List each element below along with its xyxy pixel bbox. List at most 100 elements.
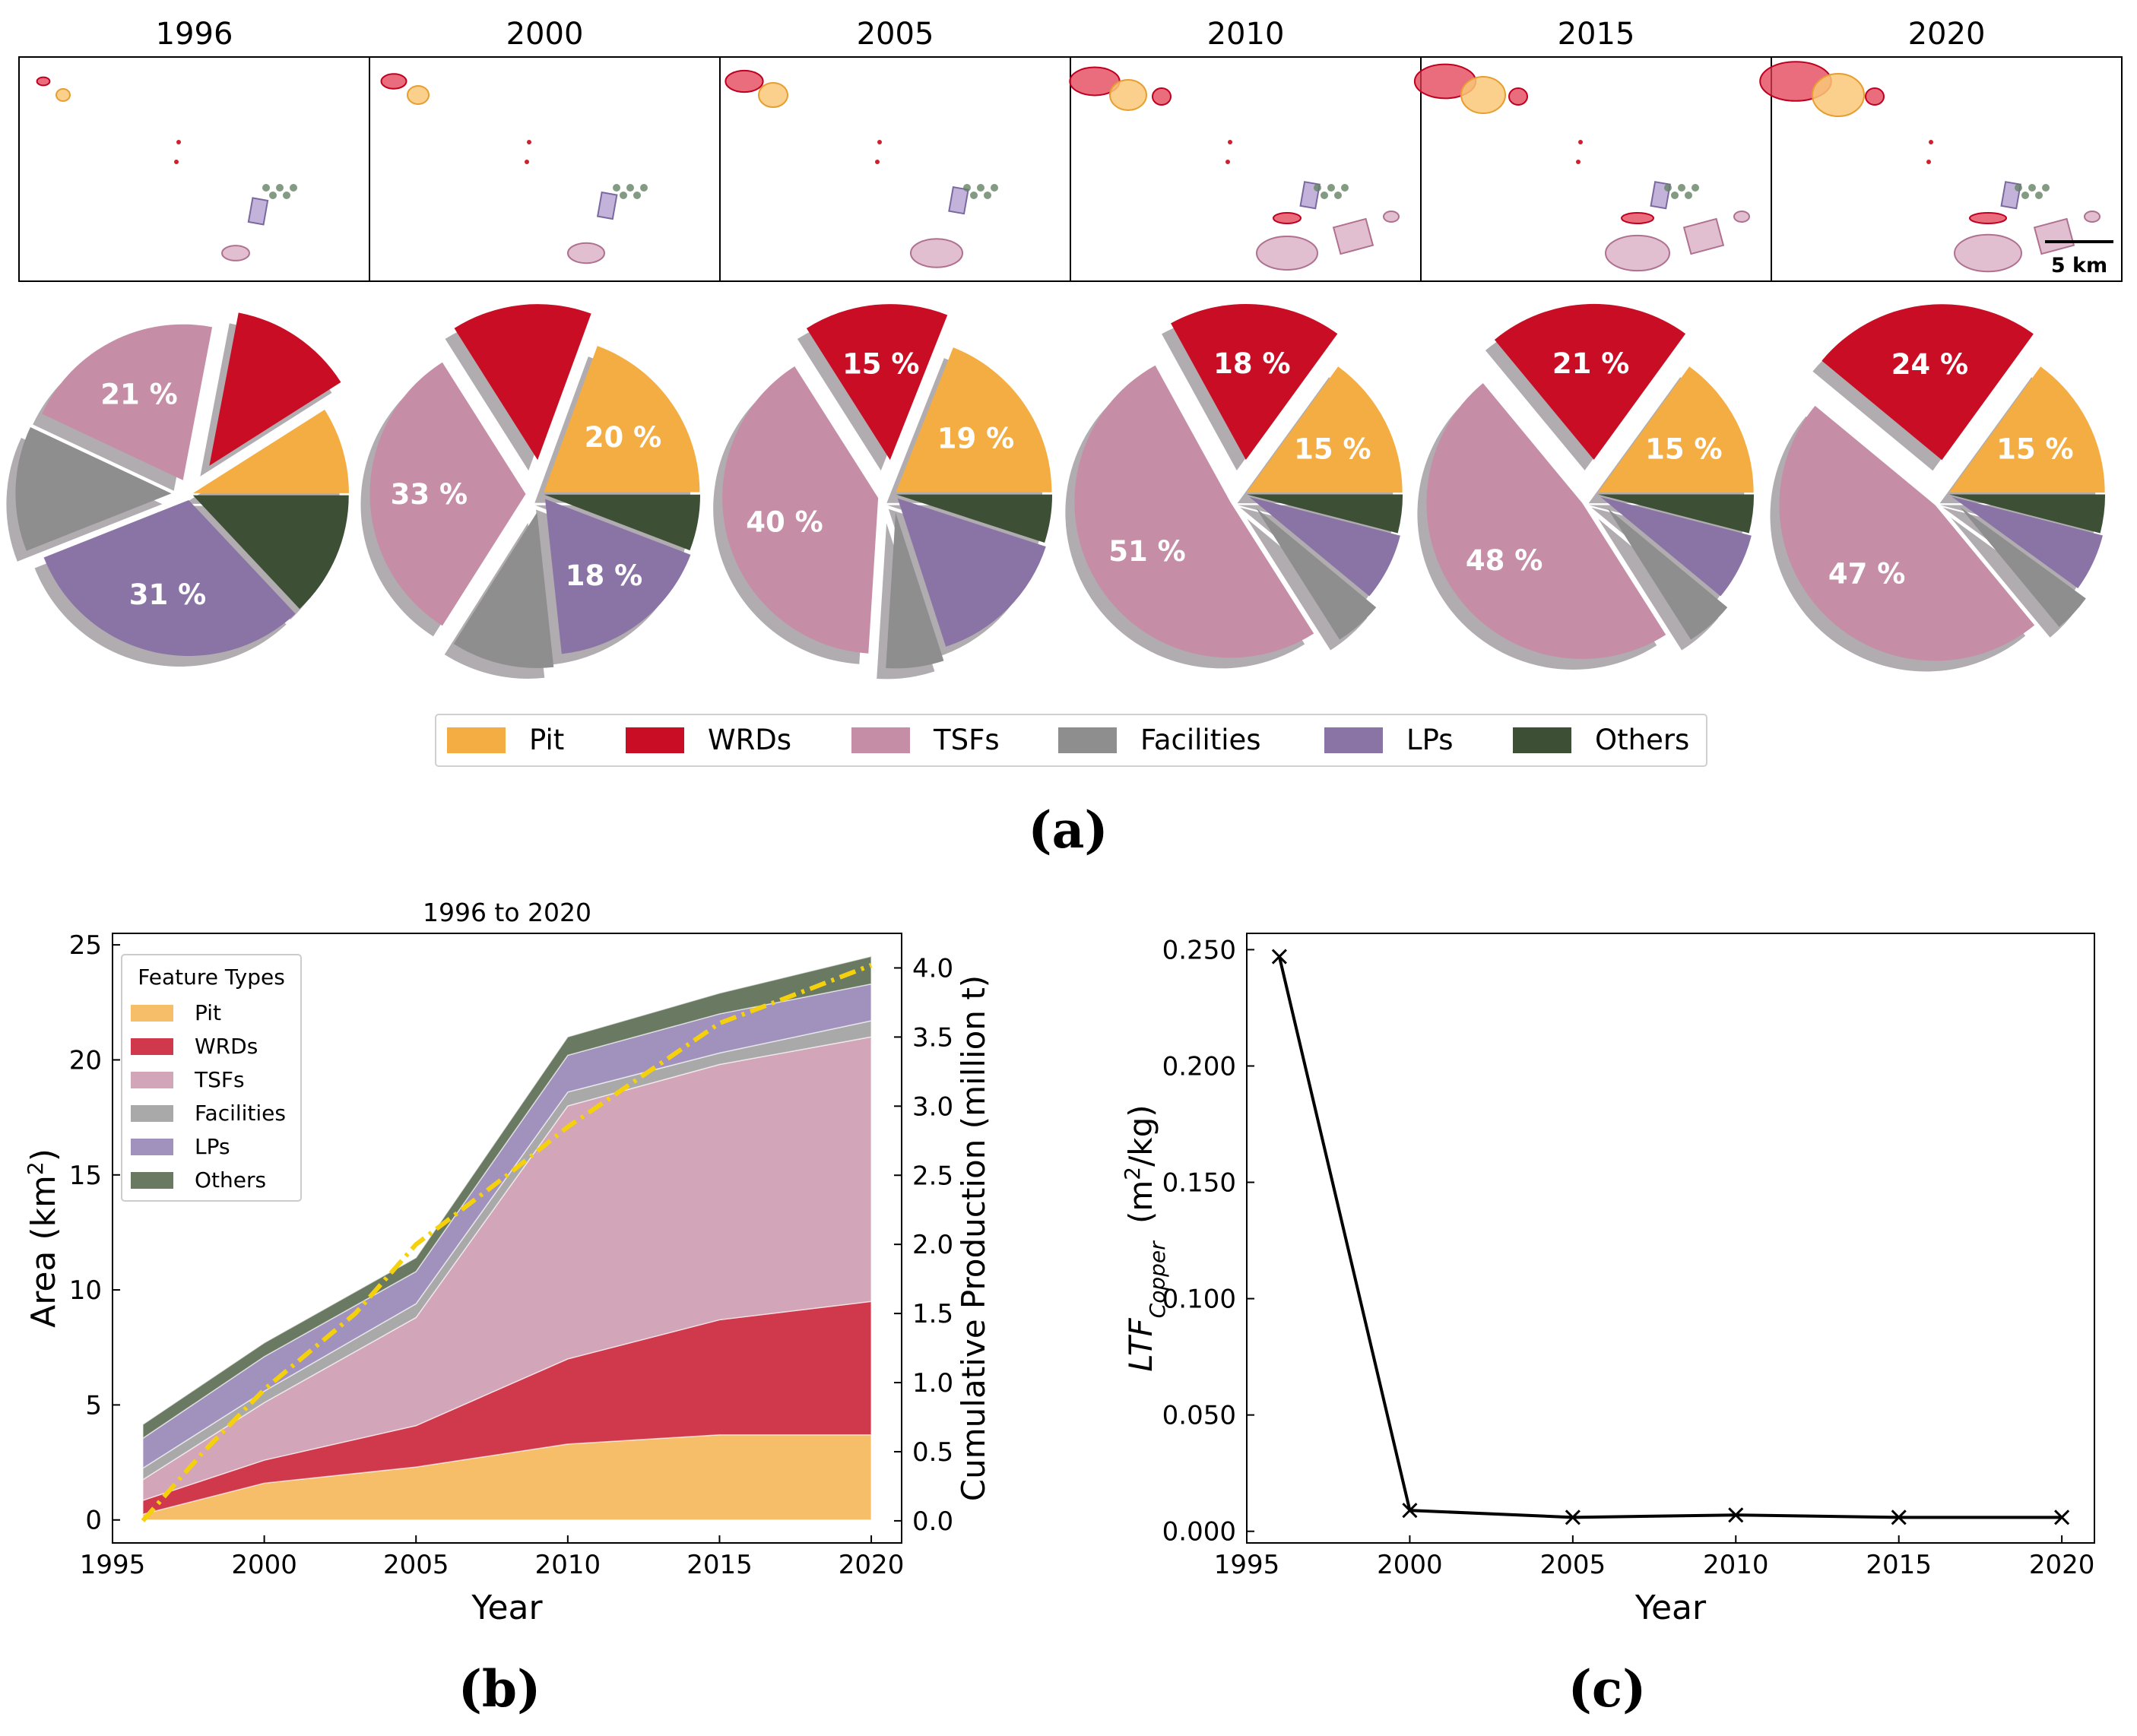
map-others-dot — [1678, 184, 1685, 192]
y-tick-label: 0.200 — [1162, 1051, 1236, 1082]
map-lp-shape — [948, 185, 969, 215]
y2-tick-label: 3.0 — [912, 1091, 953, 1122]
pie-slice-others — [1949, 494, 2106, 534]
y2-tick-label: 3.5 — [912, 1022, 953, 1053]
pie-slice-facilities — [453, 512, 554, 668]
map-wrd-shape — [1273, 212, 1302, 224]
map-panel-2000: 2000 — [369, 17, 721, 282]
legend-a-swatch — [851, 727, 910, 753]
map-pit-shape — [1460, 76, 1506, 114]
map-dot — [1576, 160, 1581, 164]
map-wrd-shape — [380, 73, 407, 90]
y-axis-label-main: Area (km — [24, 1175, 63, 1328]
pie-slice-others — [896, 494, 1053, 543]
map-pit-shape — [758, 82, 788, 108]
pie-label-pit: 15 % — [1645, 432, 1722, 465]
legend-a-label: LPs — [1406, 724, 1454, 756]
pie-slice-wrds — [1171, 303, 1338, 460]
pie-label-wrds: 15 % — [842, 348, 919, 381]
map-others-dot — [2028, 184, 2036, 192]
map-tsf-shape — [1733, 211, 1750, 223]
map-others-dot — [1685, 192, 1692, 199]
map-others-dot — [1671, 192, 1679, 199]
map-others-dot — [1334, 192, 1342, 199]
x-tick-label: 2010 — [535, 1550, 601, 1580]
legend-a-swatch — [1058, 727, 1117, 753]
y2-tick-label: 0.0 — [912, 1506, 953, 1537]
pie-2000: 20 % 33 % 18 % — [360, 304, 701, 679]
pie-1996: 21 % 31 % — [6, 312, 349, 667]
map-others-dot — [640, 184, 648, 192]
map-others-dot — [269, 192, 277, 199]
y-axis-label-main: LTF — [1122, 1317, 1159, 1371]
panel-label-a: (a) — [1028, 800, 1108, 860]
map-dot — [1228, 140, 1232, 144]
y-tick-label: 0.250 — [1162, 935, 1236, 965]
map-others-dot — [262, 184, 270, 192]
chart-title: 1996 to 2020 — [423, 898, 591, 927]
y-axis-label: LTFCopper (m2/kg) — [1120, 1104, 1170, 1371]
legend-b-label-pit: Pit — [195, 1000, 221, 1025]
pie-2010: 15 % 18 % 51 % — [1065, 303, 1403, 669]
ltf-marker — [1891, 1509, 1907, 1525]
pie-slice-tsfs — [1074, 365, 1314, 658]
legend-a-label: Pit — [529, 724, 564, 756]
map-others-dot — [970, 192, 978, 199]
map-year-label: 2010 — [1207, 17, 1285, 52]
pie-label-tsfs: 48 % — [1466, 544, 1543, 577]
map-others-dot — [1341, 184, 1349, 192]
x-tick-label: 2005 — [1540, 1550, 1606, 1580]
map-others-dot — [977, 184, 984, 192]
map-others-dot — [984, 192, 991, 199]
map-lp-shape — [596, 191, 618, 220]
pie-2005: 19 % 15 % 40 % — [713, 304, 1053, 680]
pie-slice-facilities — [15, 426, 172, 551]
x-tick-label: 2020 — [2029, 1550, 2095, 1580]
map-others-dot — [276, 184, 284, 192]
pie-slice-facilities — [1607, 508, 1728, 640]
map-tsf-shape — [1605, 234, 1670, 272]
ltf-marker — [1728, 1507, 1744, 1523]
map-panel-2015: 2015 — [1413, 17, 1772, 282]
y-tick-label: 15 — [69, 1161, 102, 1191]
pie-slice-tsfs — [42, 324, 213, 480]
legend-a-swatch — [1513, 727, 1571, 753]
map-wrd-shape — [1969, 212, 2007, 224]
y-tick-label: 0.100 — [1162, 1285, 1236, 1315]
pie-label-wrds: 21 % — [1552, 347, 1629, 380]
legend-a-label: TSFs — [933, 724, 1000, 756]
legend-a-item-facilities: Facilities — [1058, 724, 1261, 756]
y-axis-label-end: ) — [24, 1148, 63, 1161]
y2-tick-label: 1.0 — [912, 1368, 953, 1399]
map-panel-2020: 2020 5 km — [1759, 17, 2123, 282]
map-wrd-shape — [1508, 87, 1528, 106]
map-wrd-shape — [36, 76, 51, 87]
map-tsf-shape — [2033, 217, 2075, 255]
legend-b-swatch — [131, 1072, 173, 1088]
map-wrd-shape — [724, 69, 764, 93]
y2-tick-label: 2.0 — [912, 1230, 953, 1260]
y-tick-label: 0.000 — [1162, 1517, 1236, 1548]
legend-a: Pit WRDs TSFs Facilities LPs Others — [435, 714, 1707, 767]
pie-slice-pit — [1246, 366, 1403, 493]
map-others-dot — [620, 192, 627, 199]
pie-slice-pit — [1948, 366, 2105, 493]
map-year-label: 2000 — [506, 17, 584, 52]
scalebar-label: 5 km — [2051, 254, 2107, 277]
map-others-dot — [1692, 184, 1699, 192]
map-dot — [875, 160, 880, 164]
y-axis-label-unit-end: /kg) — [1122, 1104, 1159, 1167]
area-others — [142, 955, 872, 1440]
map-others-dot — [2021, 192, 2029, 199]
map-others-dot — [2015, 184, 2022, 192]
ltf-marker — [2054, 1509, 2070, 1525]
legend-a-item-tsfs: TSFs — [851, 724, 1000, 756]
x-tick-label: 1995 — [1214, 1550, 1280, 1580]
x-tick-label: 2015 — [1866, 1550, 1932, 1580]
legend-a-item-wrds: WRDs — [626, 724, 791, 756]
map-others-dot — [613, 184, 620, 192]
map-others-dot — [1327, 184, 1335, 192]
legend-b-label-others: Others — [195, 1167, 266, 1193]
legend-b-label-lps: LPs — [195, 1134, 230, 1159]
x-tick-label: 2010 — [1703, 1550, 1769, 1580]
